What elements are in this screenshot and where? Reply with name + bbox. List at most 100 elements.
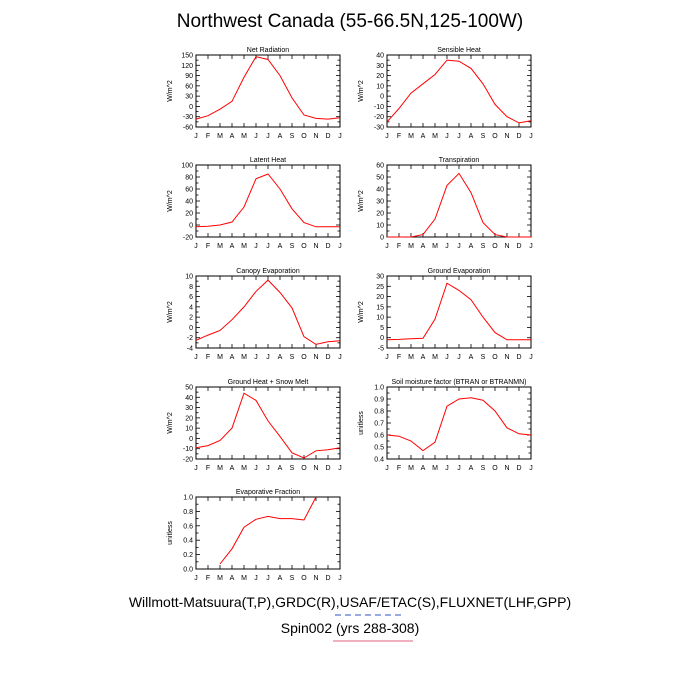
chart9-series-line <box>219 496 317 565</box>
chart6-xtick-label: O <box>492 354 498 361</box>
chart6-xtick-label: A <box>421 354 426 361</box>
chart1-xtick-label: O <box>301 133 307 140</box>
chart1-title: Net Radiation <box>247 47 290 54</box>
chart5-xtick-label: J <box>194 354 198 361</box>
chart3-ylabel: W/m^2 <box>167 190 174 212</box>
chart7-xtick-label: O <box>301 465 307 472</box>
chart7-xtick-label: M <box>217 465 223 472</box>
chart2-xtick-label: M <box>432 133 438 140</box>
chart2-series-line <box>386 59 532 124</box>
chart8-xtick-label: N <box>504 465 509 472</box>
chart4-xtick-label: D <box>516 243 521 250</box>
chart7-ytick-label: -10 <box>183 446 193 453</box>
chart6-xtick-label: J <box>445 354 449 361</box>
chart1-ytick-label: 150 <box>181 53 193 60</box>
chart3-xtick-label: J <box>266 243 270 250</box>
chart2-ytick-label: 30 <box>376 63 384 70</box>
chart9-ytick-label: 1.0 <box>183 495 193 502</box>
chart5-xtick-label: J <box>254 354 258 361</box>
chart9-xtick-label: O <box>301 575 307 582</box>
chart6-ytick-label: 0 <box>380 335 384 342</box>
chart6-xtick-label: D <box>516 354 521 361</box>
chart3-ytick-label: 80 <box>185 175 193 182</box>
chart9-ytick-label: 0.6 <box>183 523 193 530</box>
chart4-xtick-label: F <box>397 243 401 250</box>
chart6-ytick-label: 5 <box>380 325 384 332</box>
chart9-xtick-label: M <box>241 575 247 582</box>
chart9-ytick-label: 0.4 <box>183 538 193 545</box>
chart5-xtick-label: A <box>278 354 283 361</box>
chart2-ytick-label: -10 <box>374 104 384 111</box>
chart1-xtick-label: J <box>266 133 270 140</box>
chart3-xtick-label: A <box>230 243 235 250</box>
chart5-ytick-label: -4 <box>187 346 193 353</box>
chart3-xtick-label: J <box>254 243 258 250</box>
footer-case-name: Spin002 (yrs 288-308) <box>280 620 420 636</box>
chart4-xtick-label: O <box>492 243 498 250</box>
chart5-xtick-label: A <box>230 354 235 361</box>
chart2-xtick-label: O <box>492 133 498 140</box>
chart8-ytick-label: 0.6 <box>374 433 384 440</box>
chart6-xtick-label: S <box>481 354 486 361</box>
chart6-xtick-label: J <box>457 354 461 361</box>
chart2-frame <box>386 54 532 128</box>
chart6-ylabel: W/m^2 <box>358 301 365 323</box>
chart2-ytick-label: 10 <box>376 83 384 90</box>
chart9-xtick-label: J <box>194 575 198 582</box>
chart6-xtick-label: J <box>385 354 389 361</box>
chart3-frame <box>195 164 341 238</box>
chart2-ytick-label: 0 <box>380 94 384 101</box>
chart1-ytick-label: 30 <box>185 94 193 101</box>
chart1-xtick-label: M <box>217 133 223 140</box>
chart7-ytick-label: 40 <box>185 395 193 402</box>
chart4-title: Transpiration <box>439 157 480 164</box>
chart8-ytick-label: 0.4 <box>374 457 384 464</box>
chart3-xtick-label: A <box>278 243 283 250</box>
chart3-xtick-label: J <box>194 243 198 250</box>
chart3-series-line <box>195 173 340 228</box>
chart5-ytick-label: 10 <box>185 274 193 281</box>
chart8-xtick-label: S <box>481 465 486 472</box>
chart6-xtick-label: M <box>432 354 438 361</box>
chart1-xtick-label: J <box>338 133 342 140</box>
chart8-frame <box>386 386 532 460</box>
chart4-ytick-label: 20 <box>376 211 384 218</box>
chart3-xtick-label: N <box>313 243 318 250</box>
chart3-xtick-label: M <box>217 243 223 250</box>
chart5-xtick-label: D <box>325 354 330 361</box>
chart3-xtick-label: M <box>241 243 247 250</box>
chart5-ytick-label: -2 <box>187 335 193 342</box>
chart4-xtick-label: A <box>421 243 426 250</box>
chart5-series-line <box>195 279 341 345</box>
chart5-xtick-label: N <box>313 354 318 361</box>
chart4-ylabel: W/m^2 <box>358 190 365 212</box>
chart5-title: Canopy Evaporation <box>236 268 300 275</box>
chart6-xtick-label: F <box>397 354 401 361</box>
chart4-xtick-label: A <box>469 243 474 250</box>
chart4-xtick-label: M <box>432 243 438 250</box>
chart7-ylabel: W/m^2 <box>167 412 174 434</box>
chart2-xtick-label: F <box>397 133 401 140</box>
chart6-ytick-label: 15 <box>376 304 384 311</box>
chart4-series-line <box>387 172 531 238</box>
chart2-title: Sensible Heat <box>437 47 481 54</box>
chart9-xtick-label: J <box>338 575 342 582</box>
chart1-xtick-label: M <box>241 133 247 140</box>
chart3-ytick-label: 60 <box>185 187 193 194</box>
chart7-title: Ground Heat + Snow Melt <box>228 379 309 386</box>
page-title: Northwest Canada (55-66.5N,125-100W) <box>176 11 524 32</box>
chart5-xtick-label: J <box>338 354 342 361</box>
chart5-ytick-label: 0 <box>189 325 193 332</box>
chart1-ytick-label: 60 <box>185 83 193 90</box>
chart2-xtick-label: J <box>445 133 449 140</box>
chart3-ytick-label: -20 <box>183 235 193 242</box>
chart2-xtick-label: D <box>516 133 521 140</box>
chart7-ytick-label: 20 <box>185 415 193 422</box>
chart1-ytick-label: 0 <box>189 104 193 111</box>
chart9-xtick-label: N <box>313 575 318 582</box>
chart4-ytick-label: 40 <box>376 187 384 194</box>
chart7-xtick-label: J <box>254 465 258 472</box>
chart2-xtick-label: A <box>469 133 474 140</box>
chart2-ylabel: W/m^2 <box>358 80 365 102</box>
chart9-xtick-label: A <box>278 575 283 582</box>
